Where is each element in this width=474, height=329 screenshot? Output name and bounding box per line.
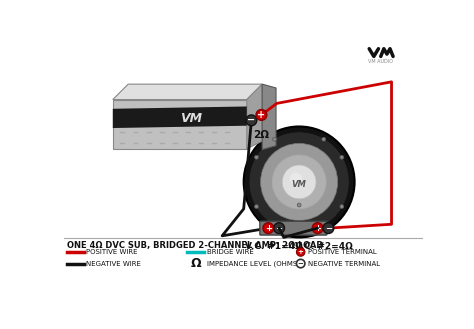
Circle shape [322,137,326,141]
Text: 2Ω: 2Ω [254,130,269,140]
Circle shape [244,126,355,237]
Circle shape [246,115,257,126]
Text: NEGATIVE WIRE: NEGATIVE WIRE [86,261,141,266]
Circle shape [256,110,267,120]
Circle shape [340,155,344,159]
Circle shape [249,132,349,232]
Circle shape [296,248,305,256]
Polygon shape [247,84,262,149]
Polygon shape [113,100,247,149]
Text: VM: VM [180,112,202,124]
Text: +: + [298,249,304,255]
Text: −: − [298,261,304,266]
Circle shape [273,137,276,141]
Text: POSITIVE TERMINAL: POSITIVE TERMINAL [308,249,376,255]
Circle shape [273,223,284,234]
Text: VM AUDIO: VM AUDIO [368,59,393,64]
Text: Ω: Ω [191,257,201,270]
Circle shape [261,143,337,220]
Text: VM: VM [292,180,307,189]
Text: BRIDGE WIRE: BRIDGE WIRE [207,249,254,255]
Circle shape [255,205,258,209]
FancyBboxPatch shape [260,221,327,235]
Circle shape [322,223,326,227]
Circle shape [312,223,323,234]
Text: −: − [247,115,255,125]
Text: +: + [314,224,321,233]
Text: V.C. #2=4Ω: V.C. #2=4Ω [295,242,353,251]
Circle shape [340,205,344,209]
Circle shape [272,155,326,209]
Circle shape [323,223,334,234]
Text: ONE 4Ω DVC SUB, BRIDGED 2-CHANNEL AMP: 2Ω LOAD: ONE 4Ω DVC SUB, BRIDGED 2-CHANNEL AMP: 2… [66,241,323,250]
Circle shape [297,203,301,207]
Text: +: + [257,110,265,120]
Polygon shape [262,84,276,150]
Text: V.C. #1=4Ω: V.C. #1=4Ω [245,242,302,251]
Circle shape [273,223,276,227]
Polygon shape [113,84,262,100]
Circle shape [263,223,273,234]
Polygon shape [113,107,247,128]
Text: −: − [325,224,332,233]
Circle shape [282,165,316,199]
Text: NEGATIVE TERMINAL: NEGATIVE TERMINAL [308,261,380,266]
Circle shape [296,259,305,268]
Circle shape [290,173,302,185]
Circle shape [255,155,258,159]
Text: POSITIVE WIRE: POSITIVE WIRE [86,249,137,255]
Text: −: − [275,224,283,233]
Text: IMPEDANCE LEVEL (OHMS): IMPEDANCE LEVEL (OHMS) [207,260,300,267]
Text: +: + [265,224,272,233]
